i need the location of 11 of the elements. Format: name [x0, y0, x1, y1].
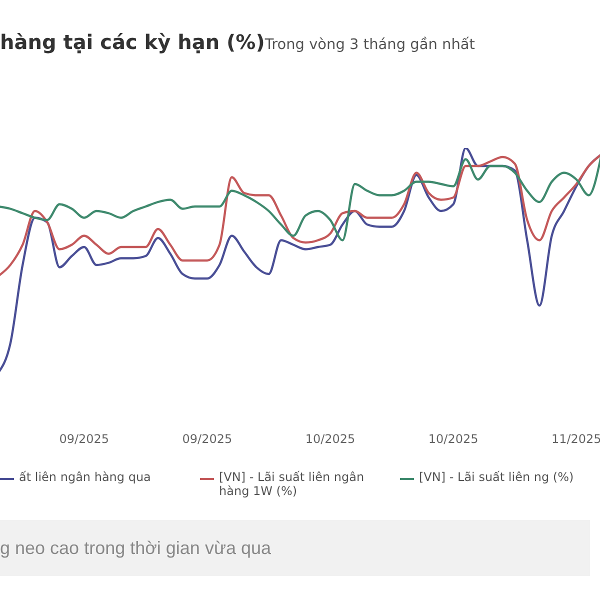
x-tick-label: 10/2025: [428, 432, 478, 446]
x-tick-label: 10/2025: [305, 432, 356, 446]
legend-label: [VN] - Lãi suất liên ngân hàng 1W (%): [219, 470, 366, 498]
x-tick-label: 09/2025: [182, 432, 232, 446]
x-tick-label: 11/2025: [551, 432, 600, 446]
x-tick-label: 09/2025: [59, 432, 110, 446]
chart-title: hàng tại các kỳ hạn (%): [0, 30, 265, 54]
legend-label: [VN] - Lãi suất liên ng (%): [419, 470, 574, 484]
chart-subtitle: Trong vòng 3 tháng gần nhất: [264, 37, 475, 53]
legend-label: ất liên ngân hàng qua: [19, 470, 151, 484]
text: g neo cao trong thời gian vừa qua: [0, 538, 272, 558]
